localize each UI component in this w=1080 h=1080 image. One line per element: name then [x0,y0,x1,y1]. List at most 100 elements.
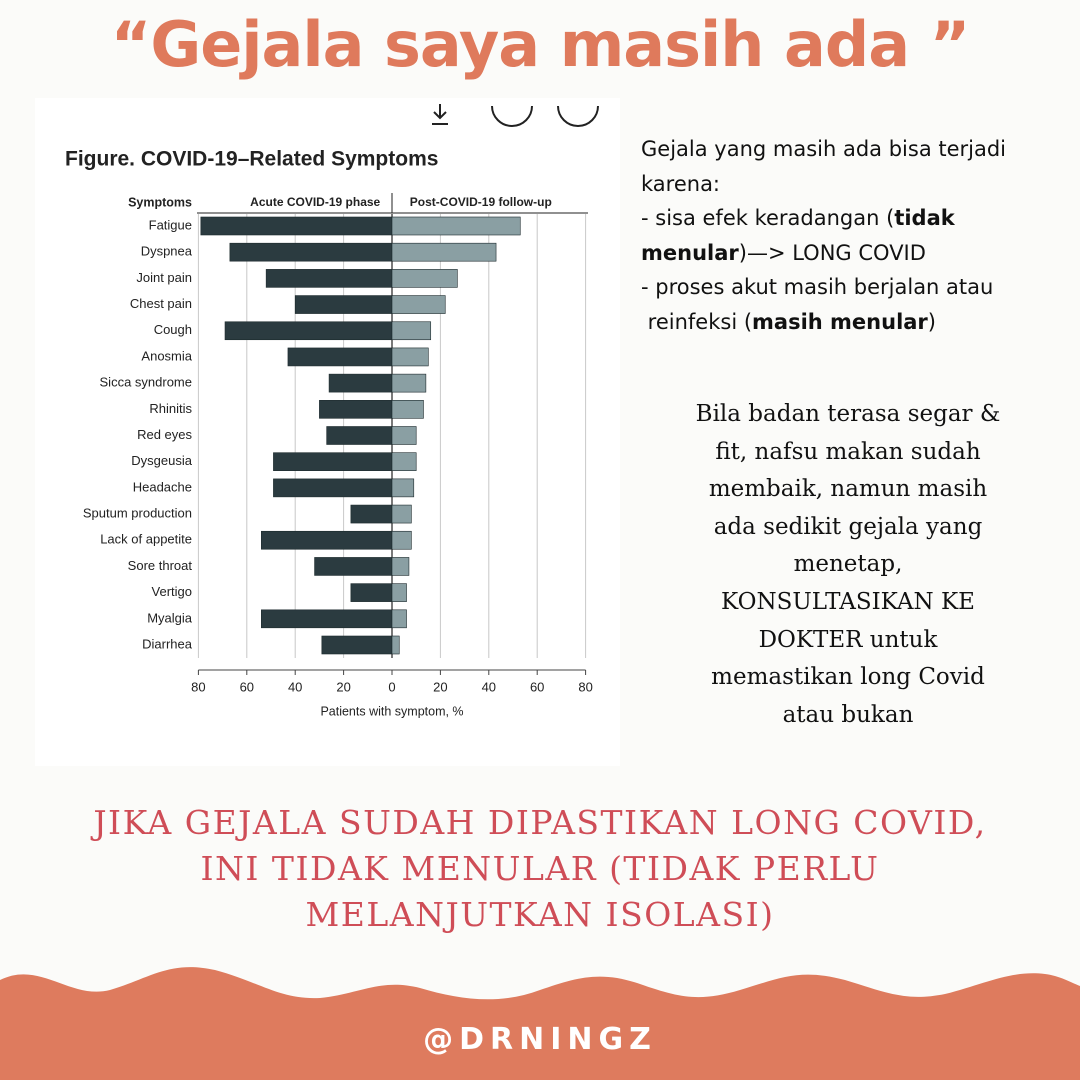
category-label: Myalgia [147,610,193,625]
bar [391,347,429,367]
advice: Bila badan terasa segar & fit, nafsu maka… [648,396,1048,734]
x-tick-label: 60 [240,679,254,694]
bar [294,295,393,314]
text: karena: [641,171,721,196]
bar [261,609,393,629]
category-label: Lack of appetite [100,532,192,547]
bar [391,478,415,498]
advice-line: memastikan long Covid [711,664,985,691]
bar [391,216,521,236]
text: - proses akut masih berjalan atau [641,275,994,299]
advice-line: fit, nafsu makan sudah [715,438,981,465]
explanation-line: karena: [641,167,1006,202]
share-icons [432,104,599,127]
bar [328,373,393,393]
advice-line: menetap, [793,551,903,578]
category-label: Diarrhea [142,636,193,651]
x-tick-label: 20 [336,679,350,694]
category-label: Rhinitis [149,401,192,416]
bar [391,583,407,602]
advice-line: ada sedikit gejala yang [713,513,983,540]
text: - sisa efek keradangan ( [641,206,895,230]
text: )—> LONG COVID [738,240,926,265]
bar [314,557,393,576]
bar [391,242,497,262]
explanation-line: Gejala yang masih ada bisa terjadi [641,132,1006,167]
bar [273,478,393,498]
bar [321,635,393,655]
bar [391,557,410,576]
x-tick-label: 20 [433,679,447,694]
text: Gejala yang masih ada bisa terjadi [641,137,1007,161]
bar [391,609,407,629]
advice-line: KONSULTASIKAN KE [721,588,975,615]
bold-text: masih menular [752,309,928,334]
text: reinfeksi ( [641,309,753,334]
bar [224,321,393,341]
bar [391,452,417,471]
category-label: Red eyes [137,427,192,442]
advice-line: membaik, namun masih [708,476,988,503]
bar [350,583,393,602]
advice-line: Bila badan terasa segar & [695,401,1001,427]
category-label: Dysgeusia [131,453,192,468]
series-header: Post-COVID-19 follow-up [410,195,552,209]
category-label: Joint pain [136,270,192,285]
conclusion-line: MELANJUTKAN ISOLASI) [305,895,775,934]
wave-shape [0,967,1080,1080]
x-tick-label: 40 [482,679,496,694]
explanation-line: reinfeksi (masih menular) [641,305,1006,340]
category-header: Symptoms [128,195,192,209]
explanation: Gejala yang masih ada bisa terjadi karena… [641,132,1006,339]
chart-title: Figure. COVID-19–Related Symptoms [65,148,438,171]
bar [326,426,393,445]
category-label: Sore throat [128,558,193,573]
category-label: Dyspnea [141,244,193,259]
category-label: Headache [133,479,192,494]
bar [391,426,417,445]
x-tick-label: 80 [578,679,592,694]
x-tick-label: 40 [288,679,302,694]
category-label: Anosmia [141,348,192,363]
bar [391,400,424,419]
bar [273,452,393,471]
category-label: Sputum production [83,506,192,521]
bar [391,504,412,524]
bar [350,504,393,524]
bar [391,530,412,550]
bar [391,635,400,655]
bar [200,216,393,236]
conclusion-line: INI TIDAK MENULAR (TIDAK PERLU [200,849,880,888]
bar [391,321,432,341]
advice-line: atau bukan [782,701,914,728]
bar [265,269,393,288]
bold-text: tidak [894,206,955,230]
bar [287,347,393,367]
explanation-line: - sisa efek keradangan (tidak [641,201,1006,236]
x-tick-label: 0 [388,679,395,694]
category-label: Sicca syndrome [100,375,192,390]
advice-line: DOKTER untuk [758,626,938,653]
series-header: Acute COVID-19 phase [250,195,380,209]
explanation-line: - proses akut masih berjalan atau [641,270,1006,305]
bar [319,400,393,419]
category-label: Fatigue [149,217,192,232]
category-label: Chest pain [130,296,192,311]
conclusion-line: JIKA GEJALA SUDAH DIPASTIKAN LONG COVID, [93,803,987,842]
footer-handle: @DRNINGZ [423,1022,657,1057]
bar [391,295,446,314]
x-tick-label: 80 [191,679,205,694]
bar [261,530,393,550]
bar [391,373,427,393]
page-title: “Gejala saya masih ada ” [110,8,971,81]
chart: Figure. COVID-19–Related Symptoms Sympto… [35,98,620,766]
text: ) [927,309,936,334]
x-axis-label: Patients with symptom, % [320,704,463,718]
x-tick-label: 60 [530,679,544,694]
footer-wave [0,967,1080,1080]
category-label: Vertigo [152,584,192,599]
conclusion: JIKA GEJALA SUDAH DIPASTIKAN LONG COVID,… [0,800,1080,938]
explanation-line: menular)—> LONG COVID [641,236,1006,271]
bar [391,269,458,288]
